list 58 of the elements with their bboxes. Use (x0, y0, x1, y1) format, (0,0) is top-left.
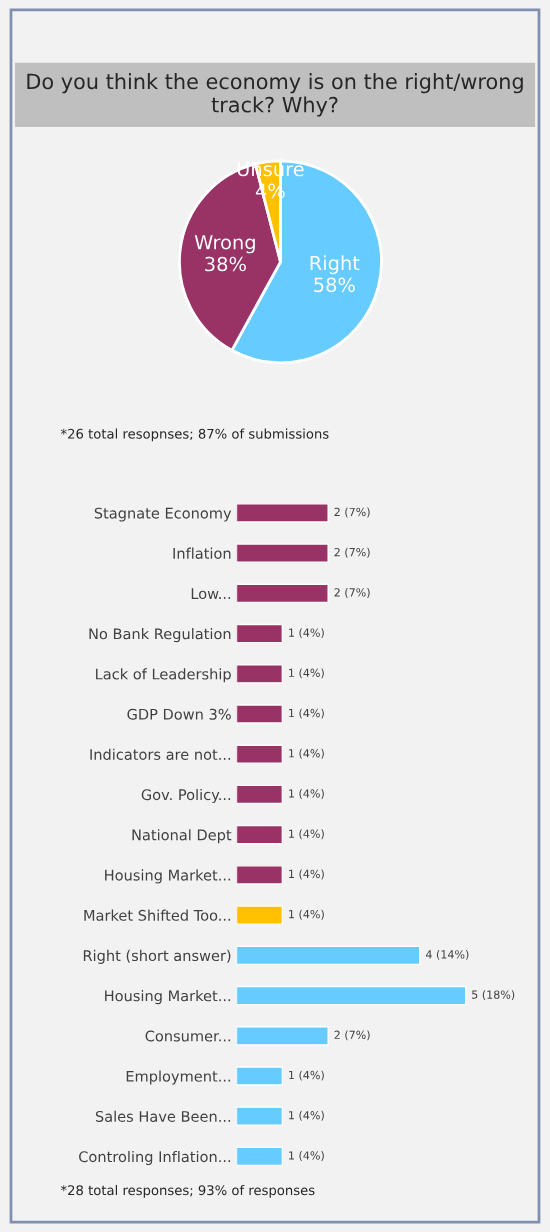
data-label: 2 (7%) (334, 1030, 370, 1041)
y-tick-label: Stagnate Economy (94, 507, 232, 522)
bar (236, 664, 284, 684)
bar (236, 824, 284, 845)
bar (236, 1106, 284, 1126)
y-tick-label: Employment... (126, 1070, 231, 1085)
bar (236, 623, 284, 644)
data-label: 4 (14%) (425, 949, 469, 960)
data-label: 2 (7%) (334, 507, 370, 518)
y-tick-label: Controling Inflation... (79, 1150, 231, 1166)
bar (236, 985, 467, 1006)
y-tick-label: Market Shifted Too... (84, 909, 231, 921)
data-label: 1 (4%) (289, 628, 324, 639)
bar (236, 583, 329, 604)
data-label: 1 (4%) (289, 708, 324, 719)
bar (236, 503, 329, 523)
data-label: 38% (205, 256, 246, 272)
data-label: 1 (4%) (289, 869, 324, 880)
y-tick-label: Housing Market... (105, 869, 231, 884)
bar (236, 905, 284, 925)
data-label: 58% (314, 277, 355, 293)
y-tick-label: Housing Market... (105, 990, 231, 1005)
bar (236, 1066, 284, 1086)
y-tick-label: Gov. Policy... (141, 788, 231, 804)
y-tick-label: Indicators are not... (90, 748, 231, 760)
data-label: 5 (18%) (472, 990, 515, 1001)
text: *26 total resopnses; 87% of submissions (60, 428, 329, 442)
y-tick-label: Lack of Leadership (96, 668, 231, 683)
data-label: 1 (4%) (289, 1070, 324, 1081)
data-label: 1 (4%) (289, 668, 324, 679)
data-label: 1 (4%) (289, 789, 324, 799)
data-label: 1 (4%) (289, 1110, 324, 1121)
data-label: 2 (7%) (334, 547, 370, 558)
bar (236, 784, 284, 805)
data-label: 1 (4%) (289, 1151, 324, 1161)
data-label: 2 (7%) (334, 587, 370, 598)
y-tick-label: GDP Down 3% (127, 708, 231, 720)
bar (236, 543, 329, 563)
bar (236, 704, 284, 724)
y-tick-label: Low... (191, 588, 231, 600)
slice-label: Wrong (194, 235, 255, 254)
y-tick-label: Right (short answer) (83, 949, 231, 964)
bar (236, 1026, 329, 1046)
data-label: 1 (4%) (289, 829, 324, 840)
y-tick-label: No Bank Regulation (89, 628, 231, 643)
y-tick-label: Consumer... (145, 1030, 231, 1042)
chart-title: Do you think the economy is on the right/wrong track? Why? (27, 73, 523, 117)
bar (236, 744, 284, 764)
bar (236, 1146, 284, 1167)
data-label: 1 (4%) (289, 909, 324, 920)
y-tick-label: Sales Have Been... (95, 1110, 231, 1122)
data-label: 1 (4%) (289, 748, 324, 759)
slice-label: Right (310, 255, 360, 275)
y-tick-label: National Dept (132, 829, 232, 844)
bar (236, 865, 284, 885)
y-tick-label: Inflation (173, 547, 231, 559)
bar (236, 945, 421, 966)
text: *28 total responses; 93% of responses (60, 1184, 315, 1198)
